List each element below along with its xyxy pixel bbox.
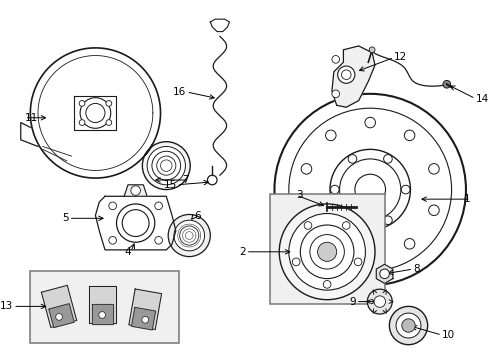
Circle shape <box>404 130 414 141</box>
Text: 5: 5 <box>62 213 68 223</box>
Polygon shape <box>91 305 112 324</box>
Text: 12: 12 <box>393 53 407 62</box>
Circle shape <box>122 210 149 237</box>
Text: 1: 1 <box>463 194 470 204</box>
Polygon shape <box>129 289 161 329</box>
Circle shape <box>368 47 374 53</box>
Circle shape <box>353 258 361 266</box>
Circle shape <box>142 142 190 190</box>
Text: 13: 13 <box>0 301 13 311</box>
Circle shape <box>301 205 311 216</box>
Circle shape <box>288 213 365 290</box>
Circle shape <box>79 100 85 106</box>
Circle shape <box>309 235 344 269</box>
Circle shape <box>56 314 62 320</box>
Circle shape <box>342 222 349 229</box>
Circle shape <box>337 66 354 83</box>
Text: 16: 16 <box>173 87 186 97</box>
Polygon shape <box>375 264 392 283</box>
Circle shape <box>364 251 375 262</box>
Bar <box>30 271 179 343</box>
Circle shape <box>366 289 391 314</box>
Circle shape <box>86 103 105 122</box>
Circle shape <box>331 90 339 98</box>
Polygon shape <box>331 46 374 107</box>
Circle shape <box>395 313 420 338</box>
Text: 7: 7 <box>182 175 188 185</box>
Text: 8: 8 <box>412 264 419 274</box>
Circle shape <box>383 216 391 225</box>
Circle shape <box>383 154 391 163</box>
Polygon shape <box>88 286 115 323</box>
Circle shape <box>109 237 116 244</box>
Bar <box>269 194 384 305</box>
Circle shape <box>325 130 335 141</box>
Circle shape <box>155 237 162 244</box>
Circle shape <box>330 185 338 194</box>
Circle shape <box>354 174 385 205</box>
Circle shape <box>174 220 204 251</box>
Circle shape <box>428 205 438 216</box>
Circle shape <box>364 117 375 128</box>
Circle shape <box>304 222 311 229</box>
Circle shape <box>442 80 450 88</box>
Circle shape <box>99 312 105 318</box>
Circle shape <box>347 154 356 163</box>
Polygon shape <box>124 185 147 196</box>
Polygon shape <box>46 60 147 113</box>
Text: 15: 15 <box>163 180 177 190</box>
Circle shape <box>379 269 388 279</box>
Text: 4: 4 <box>124 247 131 257</box>
Circle shape <box>155 202 162 210</box>
Circle shape <box>401 319 414 332</box>
Circle shape <box>317 242 336 261</box>
Circle shape <box>325 239 335 249</box>
Text: 3: 3 <box>296 190 303 200</box>
Polygon shape <box>49 303 74 328</box>
Text: 6: 6 <box>194 211 200 221</box>
Text: 10: 10 <box>441 330 454 340</box>
Circle shape <box>79 120 85 125</box>
Circle shape <box>142 316 148 323</box>
Circle shape <box>279 204 374 300</box>
Circle shape <box>388 306 427 345</box>
Circle shape <box>106 120 111 125</box>
Text: 9: 9 <box>348 297 355 307</box>
Polygon shape <box>41 285 77 327</box>
Circle shape <box>323 280 330 288</box>
Circle shape <box>347 216 356 225</box>
Circle shape <box>147 147 185 185</box>
Text: 2: 2 <box>239 247 245 257</box>
Circle shape <box>404 239 414 249</box>
Circle shape <box>106 100 111 106</box>
Text: 11: 11 <box>24 113 38 123</box>
Circle shape <box>401 185 409 194</box>
Circle shape <box>301 163 311 174</box>
Circle shape <box>331 55 339 63</box>
Circle shape <box>292 258 299 266</box>
Text: 14: 14 <box>474 94 488 104</box>
Circle shape <box>373 296 385 307</box>
Circle shape <box>131 186 140 195</box>
Circle shape <box>428 163 438 174</box>
Circle shape <box>168 215 210 257</box>
Circle shape <box>109 202 116 210</box>
Polygon shape <box>131 307 155 330</box>
